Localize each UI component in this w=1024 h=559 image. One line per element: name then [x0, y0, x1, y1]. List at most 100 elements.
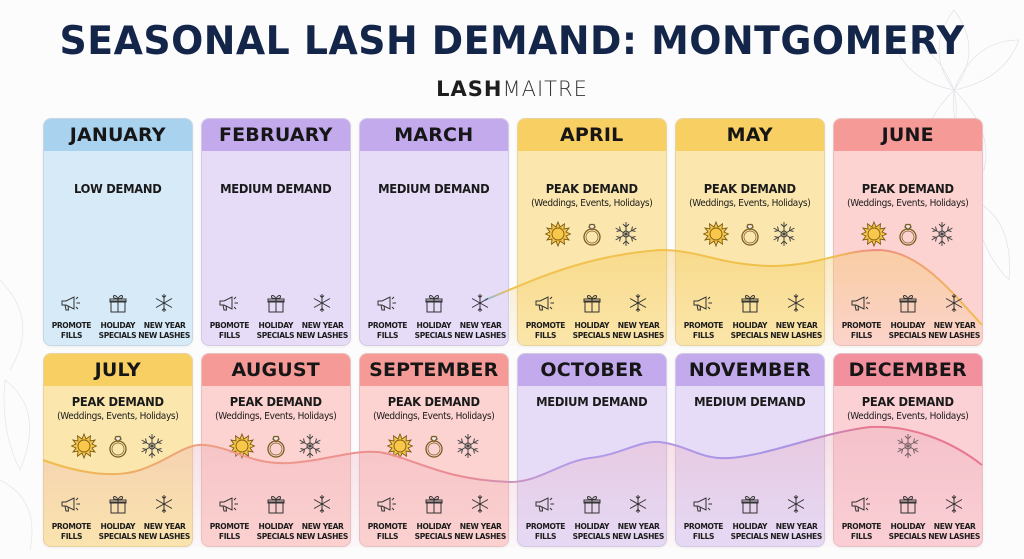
megaphone-icon — [692, 494, 714, 522]
megaphone-icon — [376, 293, 398, 321]
megaphone-icon — [218, 494, 240, 522]
ring-icon — [737, 221, 763, 251]
action-snowflake: NEW YEAR NEW LASHES — [138, 293, 190, 340]
snowflake-icon — [943, 293, 965, 321]
marketing-actions: PROMOTE FILLS HOLIDAY SPECIALS NEW YEAR NEW L… — [518, 293, 666, 340]
megaphone-icon — [218, 293, 240, 321]
ring-icon — [263, 433, 289, 463]
demand-level: PEAK DEMAND — [861, 394, 954, 409]
ring-icon — [895, 221, 921, 251]
megaphone-icon — [534, 293, 556, 321]
gift-icon — [265, 293, 287, 321]
demand-level: PEAK DEMAND — [71, 394, 164, 409]
demand-level: PEAK DEMAND — [387, 394, 480, 409]
action-megaphone: PROMOTE FILLS — [838, 494, 884, 541]
gift-icon — [897, 494, 919, 522]
action-label-line2: NEW LASHES — [454, 530, 507, 541]
gift-icon — [897, 293, 919, 321]
snowflake-icon — [469, 494, 491, 522]
megaphone-icon — [534, 494, 556, 522]
gift-icon — [423, 494, 445, 522]
snowflake-icon — [613, 221, 639, 251]
action-gift: HOLIDAY SPECIALS — [95, 494, 141, 541]
action-megaphone: PROMOTE FILLS — [680, 494, 726, 541]
action-label-line2: SPECIALS — [888, 329, 927, 340]
action-snowflake: NEW YEAR NEW LASHES — [612, 293, 664, 340]
month-name: OCTOBER — [518, 354, 666, 386]
marketing-actions: PROMOTE FILLS HOLIDAY SPECIALS NEW YEAR NEW L… — [518, 494, 666, 541]
month-name: MAY — [676, 119, 824, 151]
action-gift: HOLIDAY SPECIALS — [727, 494, 773, 541]
action-label-line2: FILLS — [692, 329, 715, 340]
snowflake-icon — [929, 221, 955, 251]
demand-level: LOW DEMAND — [73, 181, 162, 196]
action-label-line2: FILLS — [60, 329, 83, 340]
month-name: MARCH — [360, 119, 508, 151]
action-label-line2: FILLS — [692, 530, 715, 541]
peak-driver-icons — [202, 432, 350, 463]
snowflake-icon — [455, 433, 481, 463]
megaphone-icon — [60, 293, 82, 321]
month-name: AUGUST — [202, 354, 350, 386]
action-megaphone: PROMOTE FILLS — [522, 494, 568, 541]
month-grid-row-2: JULY PEAK DEMAND (Weddings, Events, Holida… — [43, 353, 983, 547]
action-label-line2: SPECIALS — [572, 530, 611, 541]
action-label-line2: FILLS — [850, 329, 873, 340]
gift-icon — [581, 494, 603, 522]
sun-icon — [860, 220, 888, 251]
action-label-line2: FILLS — [534, 530, 557, 541]
action-gift: HOLIDAY SPECIALS — [569, 293, 615, 340]
action-label-line1: NEW YEAR — [143, 320, 186, 330]
sun-icon — [702, 220, 730, 251]
action-gift: HOLIDAY SPECIALS — [253, 293, 299, 340]
month-card-may: MAY PEAK DEMAND (Weddings, Events, Holiday… — [675, 118, 825, 346]
month-card-body: PEAK DEMAND (Weddings, Events, Holidays) P… — [202, 386, 350, 546]
ring-icon — [421, 433, 447, 463]
month-card-march: MARCH MEDIUM DEMAND PROMOTE FILLS HOLIDAY SPE… — [359, 118, 509, 346]
gift-icon — [739, 293, 761, 321]
snowflake-icon — [895, 433, 921, 463]
action-label-line2: NEW LASHES — [612, 530, 665, 541]
snowflake-icon — [785, 293, 807, 321]
demand-level: PEAK DEMAND — [861, 181, 954, 196]
megaphone-icon — [850, 293, 872, 321]
month-card-body: PEAK DEMAND (Weddings, Events, Holidays) P… — [44, 386, 192, 546]
gift-icon — [107, 494, 129, 522]
action-gift: HOLIDAY SPECIALS — [885, 494, 931, 541]
action-gift: HOLIDAY SPECIALS — [411, 293, 457, 340]
sun-icon — [386, 432, 414, 463]
megaphone-icon — [60, 494, 82, 522]
peak-driver-icons — [360, 432, 508, 463]
action-label-line2: FILLS — [376, 530, 399, 541]
month-card-body: PEAK DEMAND (Weddings, Events, Holidays) P… — [518, 151, 666, 345]
month-name: SEPTEMBER — [360, 354, 508, 386]
demand-level: MEDIUM DEMAND — [220, 181, 332, 196]
action-label-line2: SPECIALS — [256, 530, 295, 541]
snowflake-icon — [153, 293, 175, 321]
demand-reasons: (Weddings, Events, Holidays) — [531, 198, 653, 209]
peak-driver-icons — [676, 220, 824, 251]
action-label-line1: PROMOTE — [367, 320, 408, 330]
month-card-january: JANUARY LOW DEMAND PROMOTE FILLS HOLIDAY SPEC… — [43, 118, 193, 346]
action-label-line2: NEW LASHES — [770, 329, 823, 340]
action-snowflake: NEW YEAR NEW LASHES — [296, 293, 348, 340]
month-card-october: OCTOBER MEDIUM DEMAND PROMOTE FILLS HOLIDAY S… — [517, 353, 667, 547]
demand-reasons: (Weddings, Events, Holidays) — [689, 198, 811, 209]
action-megaphone: PROMOTE FILLS — [838, 293, 884, 340]
action-snowflake: NEW YEAR NEW LASHES — [138, 494, 190, 541]
action-label-line1: HOLIDAY — [100, 320, 136, 330]
month-card-body: LOW DEMAND PROMOTE FILLS HOLIDAY SPECIALS NEW… — [44, 151, 192, 345]
demand-reasons: (Weddings, Events, Holidays) — [373, 411, 495, 422]
peak-driver-icons — [834, 220, 982, 251]
action-label-line2: SPECIALS — [414, 329, 453, 340]
sun-icon — [228, 432, 256, 463]
action-megaphone: PBOMOTE FILLS — [206, 293, 252, 340]
action-gift: HOLIDAY SPECIALS — [95, 293, 141, 340]
month-name: JANUARY — [44, 119, 192, 151]
snowflake-icon — [771, 221, 797, 251]
snowflake-icon — [943, 494, 965, 522]
month-card-february: FEBRUARY MEDIUM DEMAND PBOMOTE FILLS HOLIDAY… — [201, 118, 351, 346]
month-card-body: PEAK DEMAND (Weddings, Events, Holidays) P… — [834, 386, 982, 546]
action-snowflake: NEW YEAR NEW LASHES — [928, 293, 980, 340]
sun-icon — [70, 432, 98, 463]
